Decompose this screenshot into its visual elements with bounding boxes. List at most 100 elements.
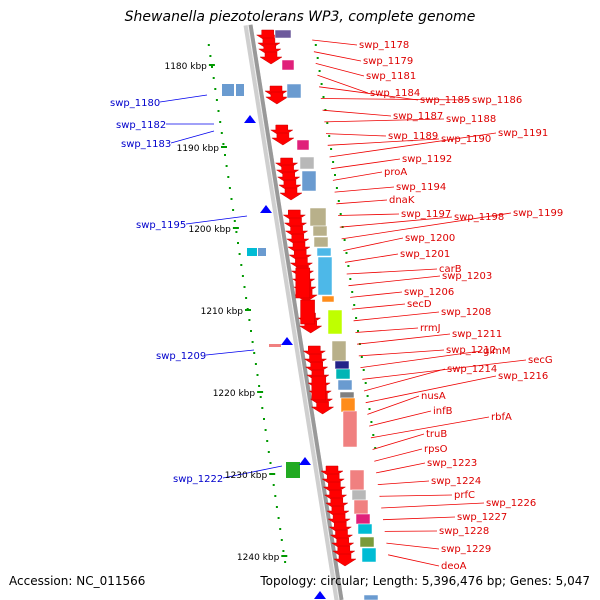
label-leader bbox=[170, 130, 215, 144]
gene-arrow bbox=[311, 375, 327, 401]
forward-gene-label: rrmJ bbox=[420, 323, 441, 334]
scale-label: 1180 kbp bbox=[164, 62, 207, 72]
forward-gene-label: carB bbox=[439, 264, 462, 275]
label-leader bbox=[362, 359, 527, 380]
label-leader bbox=[351, 303, 406, 310]
tick-dot bbox=[280, 539, 283, 541]
label-leader bbox=[338, 213, 400, 216]
reverse-gene-label: swp_1180 bbox=[110, 98, 160, 109]
gene-arrow bbox=[333, 553, 357, 567]
tick-dot bbox=[347, 265, 350, 267]
reverse-gene-block bbox=[269, 344, 281, 347]
tick-dot bbox=[243, 286, 246, 288]
label-leader bbox=[324, 118, 445, 123]
forward-gene-label: secG bbox=[528, 355, 553, 366]
label-leader bbox=[159, 94, 208, 103]
label-leader bbox=[325, 133, 387, 137]
label-leader bbox=[312, 39, 358, 46]
gene-arrow bbox=[279, 187, 303, 201]
forward-gene-label: swp_1229 bbox=[441, 544, 491, 555]
tick-dot bbox=[227, 176, 230, 178]
label-leader bbox=[355, 327, 419, 333]
forward-gene-label: swp_1226 bbox=[486, 498, 536, 509]
scale-label: 1210 kbp bbox=[201, 307, 244, 317]
tick-dot bbox=[339, 213, 342, 215]
tick-dot bbox=[264, 429, 267, 431]
tick-dot bbox=[207, 44, 210, 46]
label-leader bbox=[372, 433, 425, 450]
tick-dot bbox=[245, 297, 248, 299]
scale-label: 1220 kbp bbox=[213, 389, 256, 399]
label-leader bbox=[379, 494, 453, 497]
forward-gene-label: dnaK bbox=[389, 195, 415, 206]
tick-dots bbox=[207, 44, 377, 563]
tick-dot bbox=[224, 154, 226, 156]
tick-dot bbox=[222, 143, 225, 145]
label-leader bbox=[334, 186, 395, 193]
gene-block bbox=[274, 29, 292, 39]
tick-dot bbox=[248, 319, 251, 321]
label-leader bbox=[343, 237, 404, 251]
tick-dot bbox=[220, 132, 223, 134]
tick-dot bbox=[212, 77, 215, 79]
tick-dot bbox=[353, 304, 356, 306]
label-leader bbox=[360, 350, 482, 368]
tick-dot bbox=[237, 242, 239, 244]
backbone-highlight bbox=[247, 24, 340, 600]
tick-dot bbox=[332, 161, 335, 163]
forward-gene-label: rpsO bbox=[424, 444, 448, 455]
tick-dot bbox=[364, 382, 367, 384]
tick-dot bbox=[233, 220, 236, 222]
forward-gene-label: truB bbox=[426, 429, 447, 440]
forward-gene-label: nusA bbox=[421, 391, 446, 402]
tick-dot bbox=[274, 495, 277, 497]
tick-dot bbox=[279, 528, 282, 530]
tick-dot bbox=[269, 462, 272, 464]
reverse-gene-label: swp_1195 bbox=[136, 220, 186, 231]
tick-dot bbox=[314, 44, 317, 46]
label-leader bbox=[313, 51, 362, 62]
forward-gene-label: swp_1214 bbox=[447, 364, 497, 375]
forward-gene-label: swp_1228 bbox=[439, 526, 489, 537]
forward-gene-label: glmM bbox=[483, 346, 511, 357]
genome-info-text: Topology: circular; Length: 5,396,476 bp… bbox=[260, 574, 590, 588]
tick-dot bbox=[284, 561, 287, 563]
gene-block bbox=[357, 523, 373, 535]
tick-dot bbox=[272, 484, 275, 486]
forward-gene-label: swp_1227 bbox=[457, 512, 507, 523]
label-leader bbox=[358, 349, 445, 357]
gene-block bbox=[359, 536, 375, 548]
forward-gene-label: swp_1194 bbox=[396, 182, 446, 193]
tick-dot bbox=[250, 330, 252, 332]
gene-block bbox=[335, 368, 351, 380]
forward-gene-label: swp_1191 bbox=[498, 128, 548, 139]
forward-gene-label: swp_1190 bbox=[441, 134, 491, 145]
tick-dot bbox=[230, 198, 233, 200]
tick-dot bbox=[254, 363, 257, 365]
tick-dot bbox=[225, 165, 228, 167]
forward-gene-label: swp_1198 bbox=[454, 212, 504, 223]
gene-block bbox=[334, 360, 350, 370]
tick-dot bbox=[241, 275, 244, 277]
gene-block bbox=[312, 225, 328, 237]
label-leader bbox=[315, 63, 365, 77]
tick-dot bbox=[263, 418, 265, 420]
forward-gene-label: swp_1181 bbox=[366, 71, 416, 82]
tick-dot bbox=[374, 447, 377, 449]
tick-dot bbox=[343, 239, 346, 241]
tick-dot bbox=[326, 122, 329, 124]
forward-gene-label: swp_1185 bbox=[420, 95, 470, 106]
reverse-gene-arrow bbox=[299, 457, 311, 465]
forward-gene-label: infB bbox=[433, 406, 453, 417]
forward-gene-label: swp_1224 bbox=[431, 476, 481, 487]
label-leader bbox=[363, 368, 446, 392]
tick-dot bbox=[261, 407, 264, 409]
reverse-gene-block bbox=[286, 462, 300, 478]
forward-gene-label: prfC bbox=[454, 490, 475, 501]
label-leader bbox=[388, 554, 440, 567]
gene-block bbox=[301, 170, 317, 192]
label-leaders bbox=[159, 39, 527, 567]
tick-dot bbox=[209, 55, 212, 57]
forward-gene-label: rbfA bbox=[491, 412, 512, 423]
